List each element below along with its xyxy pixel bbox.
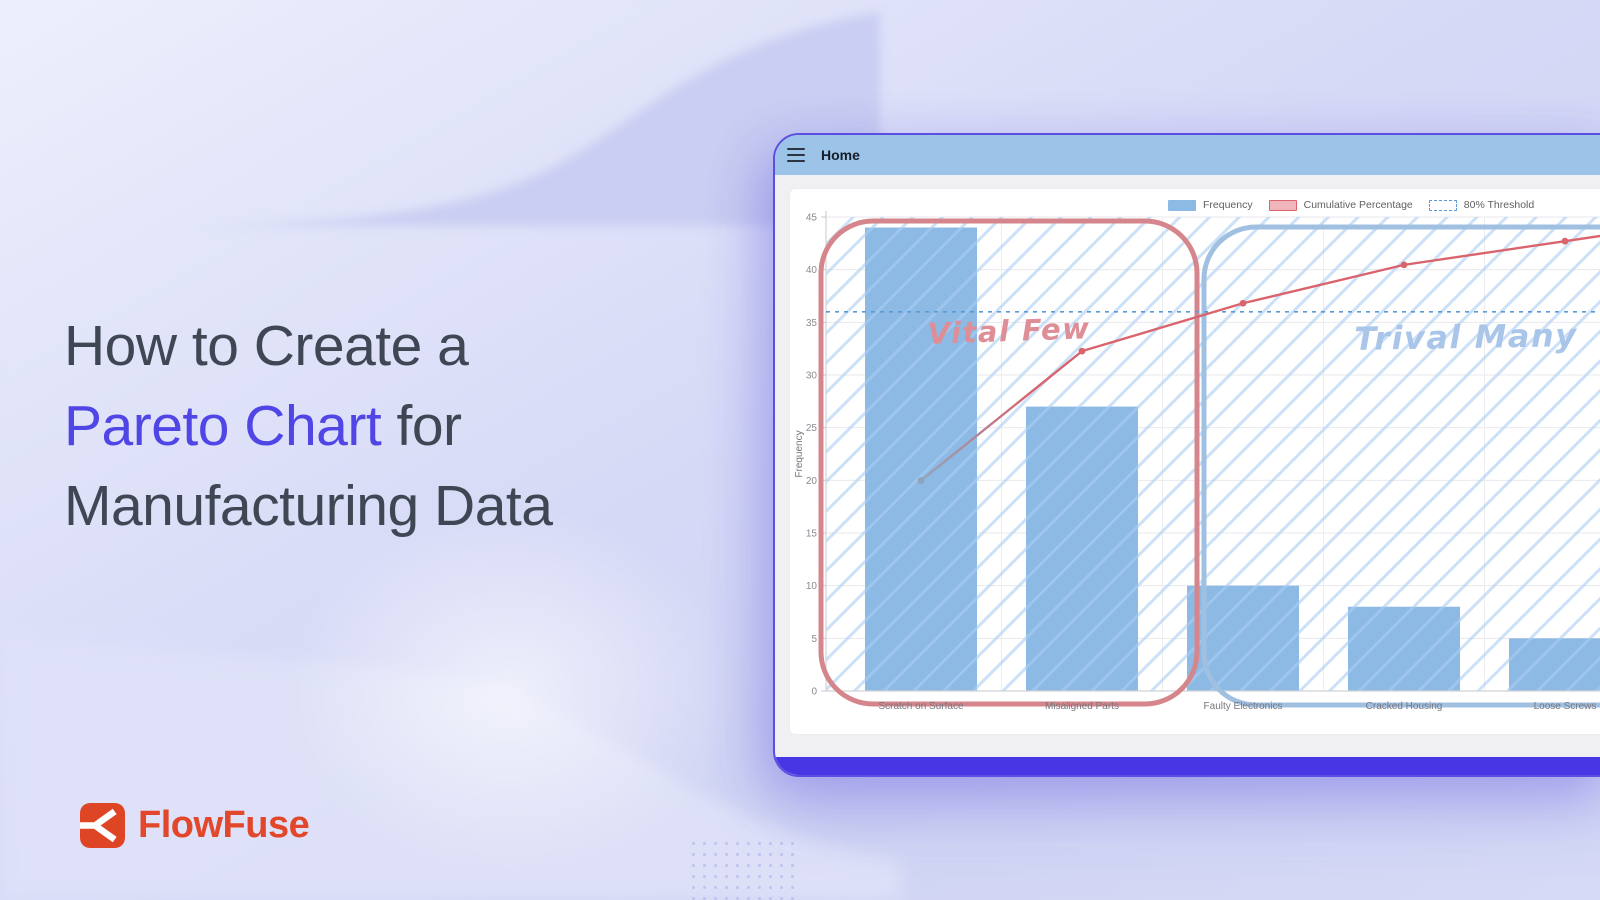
window-header: Home [775, 135, 1600, 175]
svg-text:0: 0 [811, 687, 817, 698]
window-footer-bar [775, 757, 1600, 775]
legend-item-frequency[interactable]: Frequency [1168, 199, 1253, 211]
svg-text:Cracked Housing: Cracked Housing [1366, 701, 1443, 712]
svg-text:Loose Screws: Loose Screws [1534, 701, 1597, 712]
svg-text:20: 20 [806, 476, 818, 487]
svg-text:25: 25 [806, 423, 818, 434]
title-prefix: How to Create a [64, 314, 469, 378]
svg-text:35: 35 [806, 318, 818, 329]
brand-name: FlowFuse [138, 804, 310, 846]
svg-text:10: 10 [806, 581, 818, 592]
svg-text:40: 40 [806, 265, 818, 276]
svg-text:45: 45 [806, 213, 818, 224]
window-title: Home [821, 147, 860, 163]
chart-legend: Frequency Cumulative Percentage 80% Thre… [1168, 199, 1534, 211]
svg-text:15: 15 [806, 529, 818, 540]
annotation-trivial-many: Trival Many [1354, 316, 1578, 358]
legend-item-cumulative[interactable]: Cumulative Percentage [1268, 199, 1413, 211]
cumulative-swatch-icon [1268, 199, 1297, 211]
pareto-chart: 0 5 10 15 20 25 30 35 40 45 Scratch on Surface Misa… [794, 211, 1600, 712]
page-title: How to Create a Pareto Chart for Manufac… [64, 306, 774, 546]
svg-text:Misaligned Parts: Misaligned Parts [1045, 701, 1119, 712]
hamburger-icon[interactable] [787, 148, 805, 162]
svg-text:5: 5 [811, 634, 817, 645]
chart-card: Frequency Cumulative Percentage 80% Thre… [789, 188, 1600, 735]
title-after-accent: for [381, 394, 463, 458]
svg-text:Scratch on Surface: Scratch on Surface [878, 701, 963, 712]
title-accent: Pareto Chart [64, 394, 382, 458]
svg-text:Frequency: Frequency [794, 430, 805, 477]
legend-label: Frequency [1203, 199, 1253, 211]
svg-text:Faulty Electronics: Faulty Electronics [1204, 701, 1283, 712]
legend-item-threshold[interactable]: 80% Threshold [1428, 199, 1535, 211]
threshold-swatch-icon [1428, 199, 1457, 211]
window-body: Frequency Cumulative Percentage 80% Thre… [775, 175, 1600, 757]
legend-label: Cumulative Percentage [1303, 199, 1413, 211]
legend-label: 80% Threshold [1463, 199, 1535, 211]
svg-text:30: 30 [806, 371, 818, 382]
flowfuse-fork-icon [80, 803, 125, 848]
dashboard-window: Home Frequency Cumulative Percentage 80%… [773, 133, 1600, 777]
frequency-swatch-icon [1168, 199, 1196, 211]
background-dot-texture [688, 838, 800, 900]
brand-logo: FlowFuse [80, 803, 310, 848]
title-line3: Manufacturing Data [64, 474, 553, 538]
annotation-vital-few: Vital Few [927, 311, 1091, 351]
